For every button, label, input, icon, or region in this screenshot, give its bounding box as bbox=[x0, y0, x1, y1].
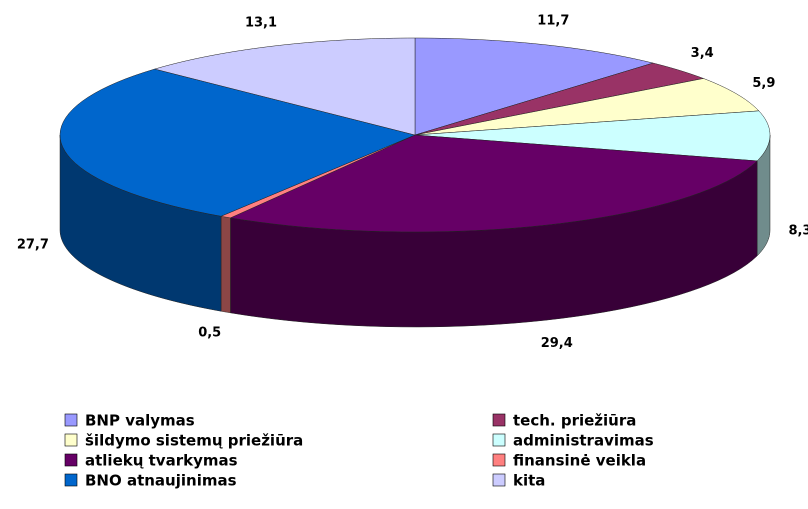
legend-swatch bbox=[64, 453, 78, 467]
data-label: 0,5 bbox=[198, 326, 221, 341]
slice bbox=[220, 134, 416, 219]
legend-label: kita bbox=[513, 472, 545, 490]
legend-label: šildymo sistemų priežiūra bbox=[85, 432, 303, 450]
data-label: 29,4 bbox=[541, 336, 573, 351]
legend-label: finansinė veikla bbox=[513, 452, 646, 470]
slice bbox=[414, 110, 771, 162]
legend-swatch bbox=[492, 453, 506, 467]
slice-side bbox=[220, 215, 231, 314]
data-label: 5,9 bbox=[752, 76, 775, 91]
data-label: 3,4 bbox=[691, 46, 714, 61]
legend-swatch bbox=[492, 473, 506, 487]
slice bbox=[229, 134, 758, 233]
data-label: 8,3 bbox=[788, 224, 808, 239]
data-label: 13,1 bbox=[245, 16, 277, 31]
slice bbox=[414, 78, 760, 136]
legend-swatch bbox=[64, 413, 78, 427]
data-label: 27,7 bbox=[17, 237, 49, 252]
legend-swatch bbox=[64, 473, 78, 487]
legend-swatch bbox=[492, 413, 506, 427]
slice bbox=[414, 62, 705, 136]
slice bbox=[414, 37, 655, 136]
legend-swatch bbox=[64, 433, 78, 447]
legend-label: tech. priežiūra bbox=[513, 412, 636, 430]
legend-label: atliekų tvarkymas bbox=[85, 452, 238, 470]
slice bbox=[59, 68, 416, 217]
legend-swatch bbox=[492, 433, 506, 447]
legend-label: administravimas bbox=[513, 432, 654, 450]
slice bbox=[153, 37, 416, 136]
legend-label: BNO atnaujinimas bbox=[85, 472, 237, 490]
data-label: 11,7 bbox=[537, 14, 569, 29]
legend-label: BNP valymas bbox=[85, 412, 195, 430]
